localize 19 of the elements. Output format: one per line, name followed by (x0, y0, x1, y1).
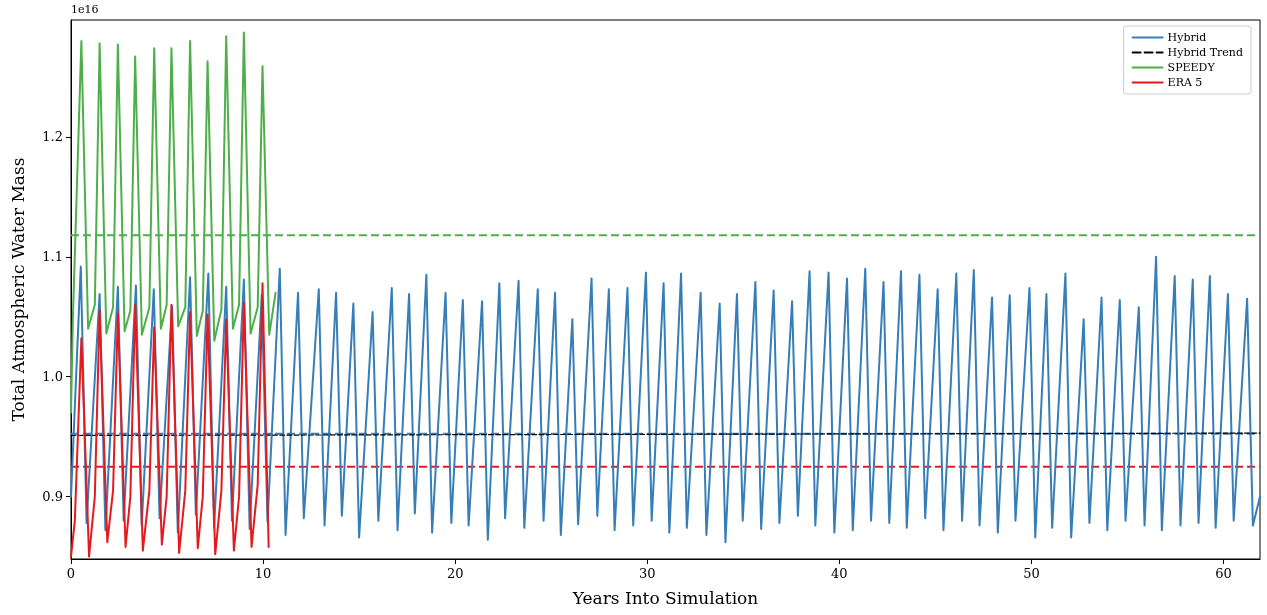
y-tick-label: 0.9 (42, 489, 63, 505)
x-tick-label: 60 (1215, 566, 1232, 581)
x-tick-label: 20 (446, 566, 464, 581)
x-tick-label: 0 (66, 566, 76, 581)
x-tick-label: 40 (831, 566, 848, 581)
y-tick-label: 1.2 (42, 129, 63, 145)
y-tick-label: 1.0 (42, 369, 63, 385)
legend-label: Hybrid (1167, 31, 1207, 44)
legend-label: ERA 5 (1167, 76, 1203, 89)
x-tick-label: 10 (254, 566, 272, 581)
legend-label: SPEEDY (1167, 61, 1216, 74)
x-axis-title: Years Into Simulation (571, 587, 759, 608)
y-axis-title: Total Atmospheric Water Mass (7, 157, 28, 422)
y-tick-label: 1.1 (42, 249, 63, 265)
legend-label: Hybrid Trend (1167, 46, 1244, 59)
text: 1e16 (71, 3, 99, 16)
x-tick-label: 50 (1023, 566, 1040, 581)
line-series (70, 255, 1261, 544)
x-tick-label: 30 (638, 566, 656, 581)
